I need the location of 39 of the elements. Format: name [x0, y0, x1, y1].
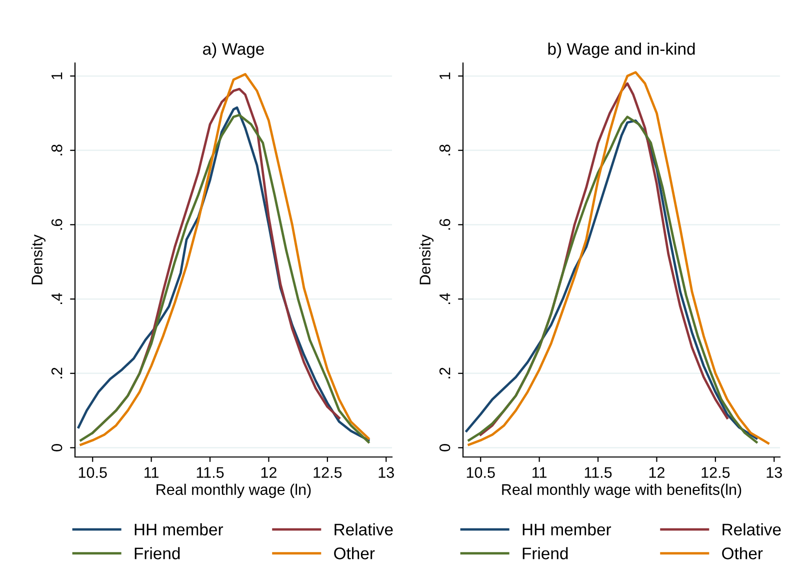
legend-label: Friend	[134, 547, 180, 560]
legend-label: Other	[722, 547, 763, 560]
x-tick-label: 12	[261, 467, 276, 478]
chart-title: b) Wage and in-kind	[548, 42, 695, 58]
y-tick-label: .4	[52, 293, 62, 304]
y-tick-label: .4	[440, 293, 450, 304]
y-axis-title: Density	[31, 234, 46, 284]
line-series	[468, 71, 770, 446]
y-axis-title: Density	[419, 234, 434, 284]
x-tick-label: 12.5	[314, 467, 342, 478]
y-tick-label: .8	[439, 144, 450, 156]
legend-label: HH member	[134, 523, 224, 536]
legend-label: HH member	[522, 523, 612, 536]
legend-label: Relative	[722, 523, 781, 536]
x-tick-label: 13	[766, 467, 782, 478]
y-tick-label: 1	[440, 72, 450, 80]
x-tick-label: 10.5	[466, 467, 495, 478]
legend-label: Relative	[334, 523, 393, 536]
y-tick-label: .2	[51, 368, 62, 378]
x-tick-label: 11.5	[584, 467, 612, 478]
x-tick-label: 12	[649, 467, 664, 478]
x-tick-label: 10.5	[78, 467, 107, 478]
legend-label: Friend	[522, 547, 568, 560]
y-tick-label: 0	[51, 444, 62, 452]
x-tick-label: 11	[144, 467, 159, 478]
y-tick-label: .6	[51, 218, 62, 230]
chart-title: a) Wage	[203, 42, 264, 58]
x-tick-label: 12.5	[702, 467, 730, 478]
x-axis-title: Real monthly wage (ln)	[156, 484, 311, 498]
y-tick-label: .2	[439, 368, 450, 378]
y-tick-label: 1	[52, 72, 62, 80]
y-tick-label: .8	[51, 144, 62, 156]
x-tick-label: 11	[532, 467, 547, 478]
legend-label: Other	[334, 547, 375, 560]
x-tick-label: 13	[378, 467, 394, 478]
y-tick-label: 0	[439, 444, 450, 452]
x-tick-label: 11.5	[196, 467, 224, 478]
x-axis-title: Real monthly wage with benefits(ln)	[502, 484, 742, 498]
y-tick-label: .6	[439, 218, 450, 230]
